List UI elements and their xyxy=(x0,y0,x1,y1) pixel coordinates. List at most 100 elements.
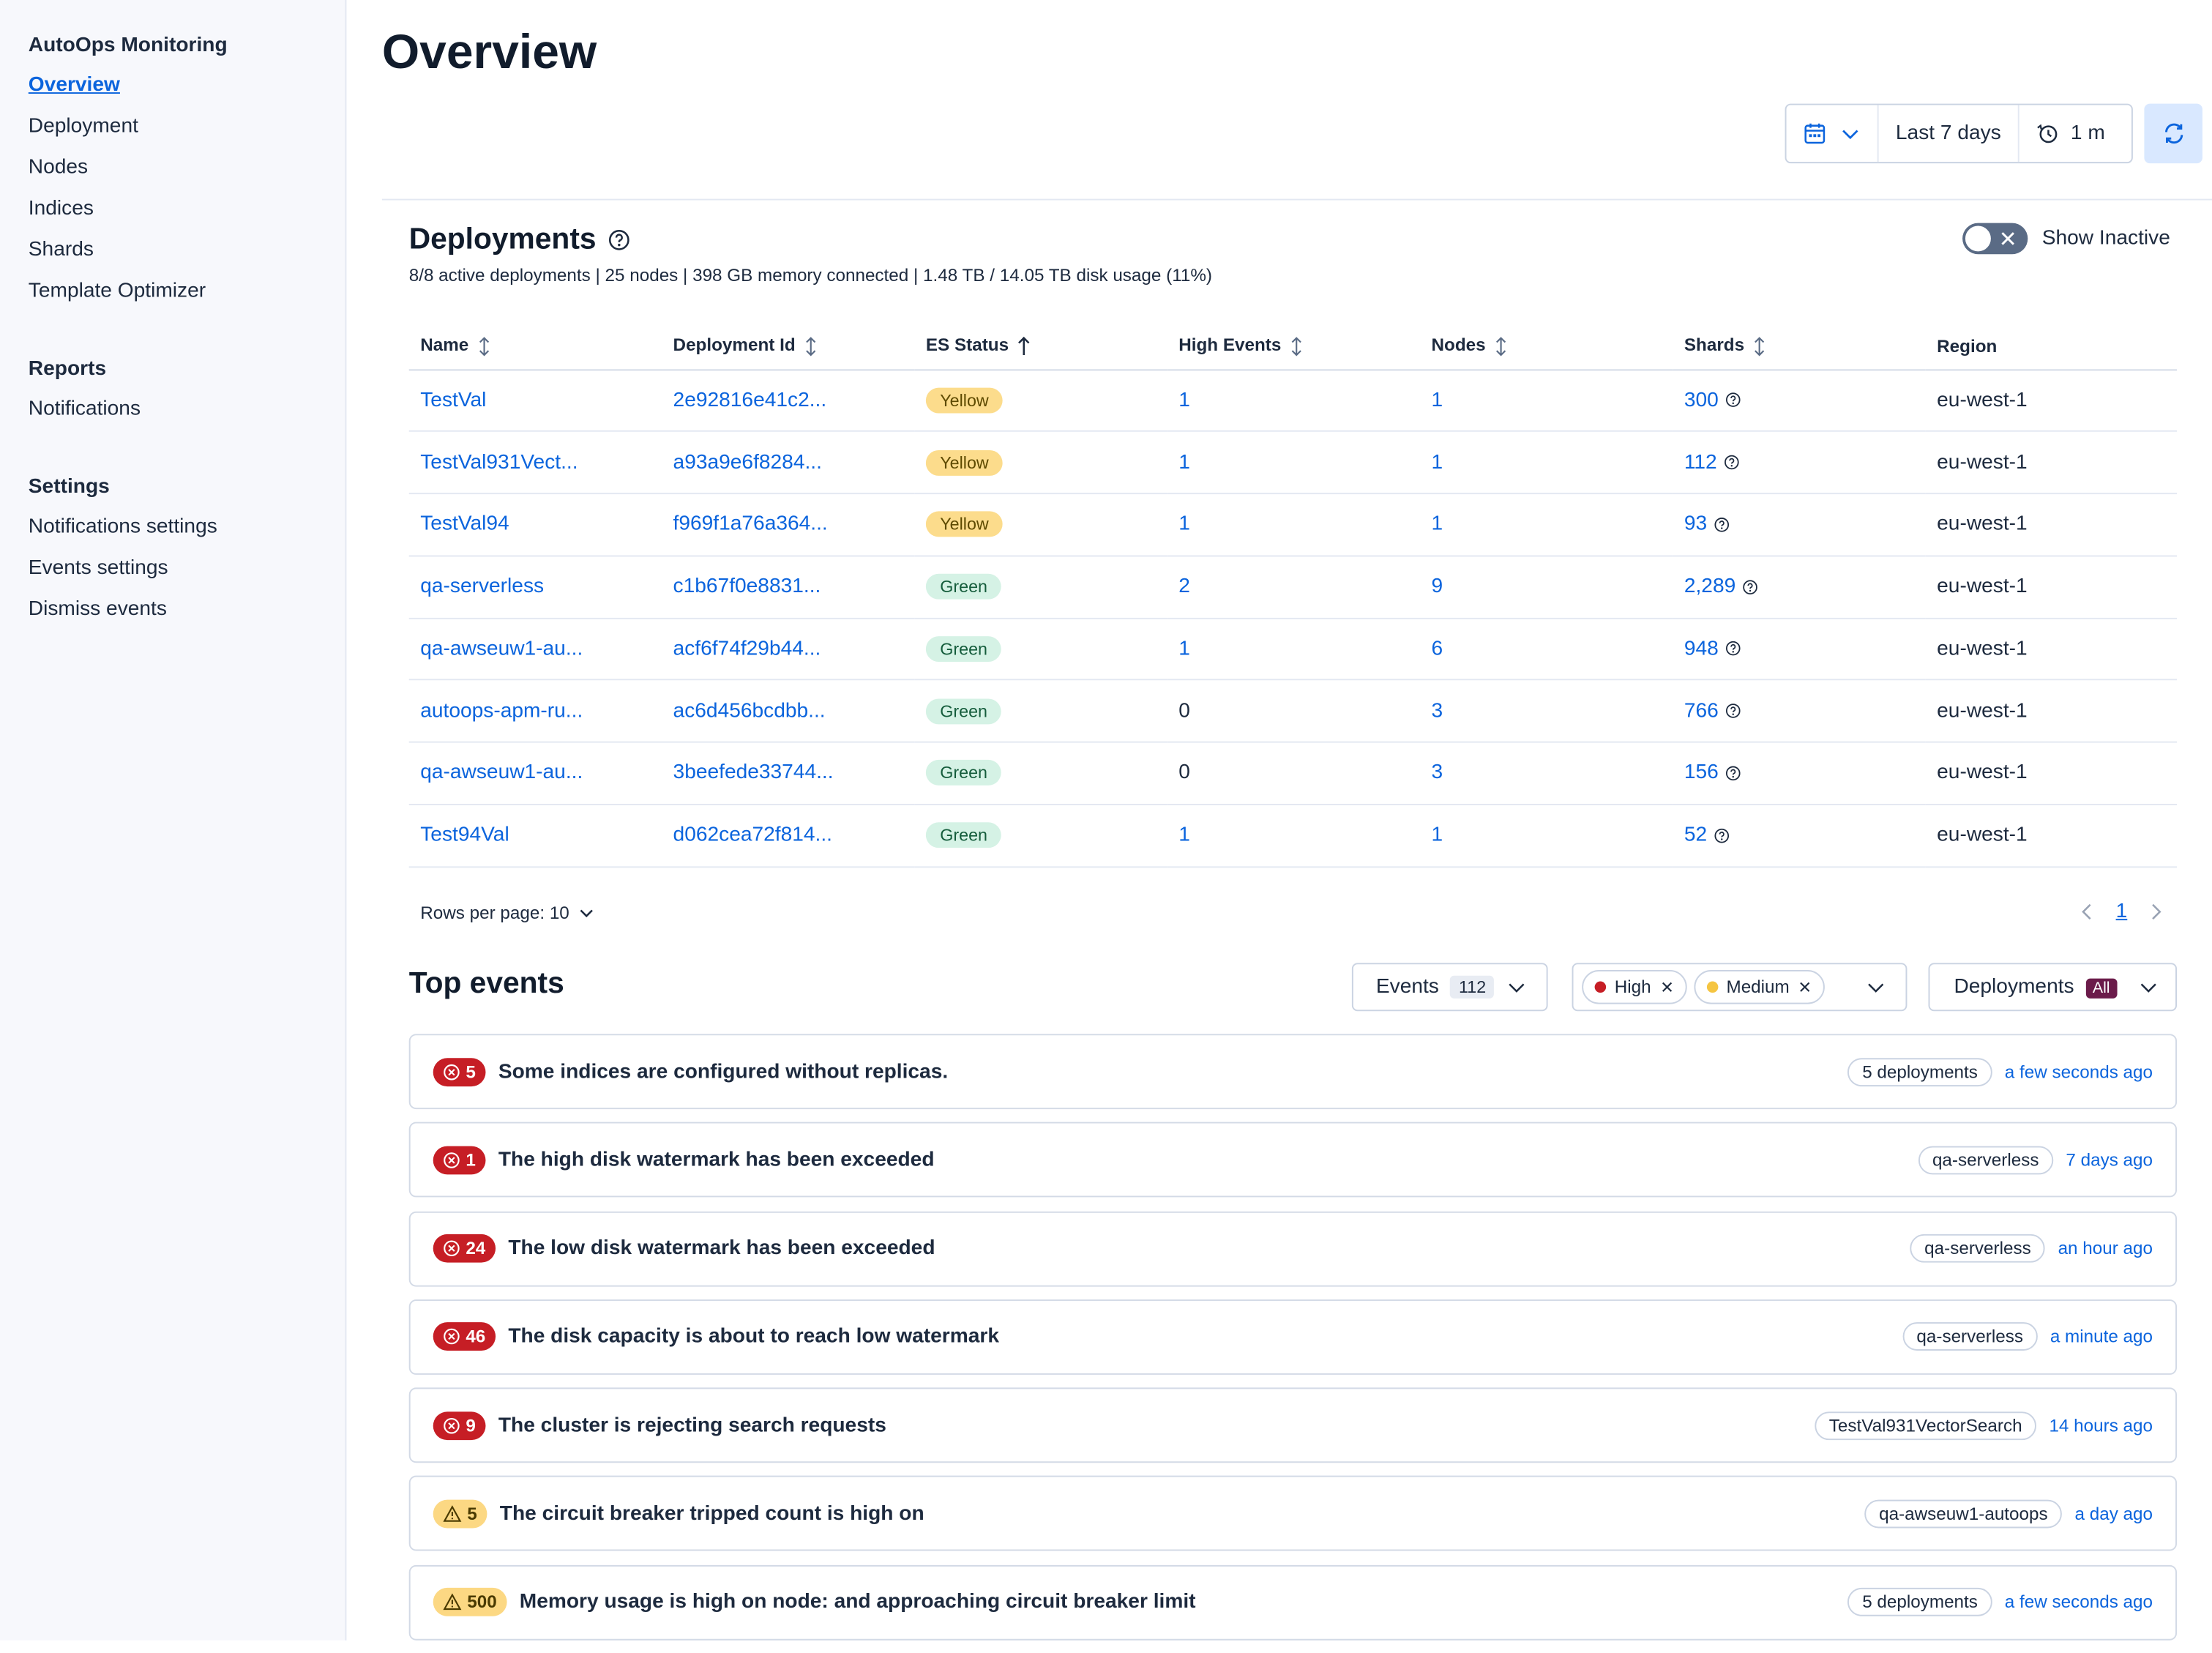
event-row[interactable]: 9 The cluster is rejecting search request… xyxy=(408,1387,2178,1463)
close-icon[interactable] xyxy=(1798,980,1812,994)
events-filter-button[interactable]: Events 112 xyxy=(1351,963,1548,1012)
deployment-name-link[interactable]: Test94Val xyxy=(420,824,509,847)
chevron-left-icon[interactable] xyxy=(2079,902,2096,922)
column-header-deployment-id[interactable]: Deployment Id xyxy=(662,324,915,370)
event-time-link[interactable]: an hour ago xyxy=(2058,1238,2153,1259)
deployment-name-link[interactable]: TestVal931Vect... xyxy=(420,451,578,474)
event-deployment-badge: qa-awseuw1-autoops xyxy=(1864,1499,2063,1529)
shards-count[interactable]: 948 xyxy=(1684,637,1719,660)
deployment-name-link[interactable]: qa-serverless xyxy=(420,575,545,598)
sidebar-item-notifications[interactable]: Notifications xyxy=(28,398,141,421)
help-icon[interactable] xyxy=(1725,641,1741,657)
close-icon[interactable] xyxy=(1659,980,1673,994)
event-row[interactable]: 5 Some indices are configured without rep… xyxy=(408,1034,2178,1110)
event-time-link[interactable]: 14 hours ago xyxy=(2049,1415,2153,1436)
high-events-count[interactable]: 1 xyxy=(1178,824,1190,847)
shards-count[interactable]: 766 xyxy=(1684,699,1719,723)
high-events-count[interactable]: 1 xyxy=(1178,451,1190,474)
high-events-count[interactable]: 1 xyxy=(1178,513,1190,537)
high-events-count[interactable]: 1 xyxy=(1178,389,1190,412)
event-row[interactable]: 24 The low disk watermark has been exceed… xyxy=(408,1211,2178,1286)
shards-cell: 948 xyxy=(1684,638,1741,660)
events-count-badge: 112 xyxy=(1450,975,1495,999)
deployment-name-link[interactable]: qa-awseuw1-au... xyxy=(420,637,583,660)
nodes-count[interactable]: 6 xyxy=(1431,637,1443,660)
nodes-count[interactable]: 3 xyxy=(1431,699,1443,723)
event-row[interactable]: 1 The high disk watermark has been exceed… xyxy=(408,1122,2178,1198)
refresh-button[interactable] xyxy=(2144,103,2202,164)
deployment-id-link[interactable]: 3beefede33744... xyxy=(673,761,834,785)
event-time-link[interactable]: a day ago xyxy=(2074,1504,2153,1524)
sidebar-item-template-optimizer[interactable]: Template Optimizer xyxy=(28,280,206,303)
shards-count[interactable]: 52 xyxy=(1684,824,1708,847)
auto-refresh-button[interactable]: 1 m xyxy=(2019,105,2122,163)
deployment-id-link[interactable]: c1b67f0e8831... xyxy=(673,575,821,598)
deployment-name-link[interactable]: TestVal94 xyxy=(420,513,509,537)
chevron-down-icon[interactable] xyxy=(1866,977,1886,997)
deployment-id-link[interactable]: 2e92816e41c2... xyxy=(673,389,827,412)
sidebar-item-events-settings[interactable]: Events settings xyxy=(28,556,168,580)
deployment-id-link[interactable]: d062cea72f814... xyxy=(673,824,832,847)
deployments-filter-button[interactable]: Deployments All xyxy=(1928,963,2178,1012)
help-icon[interactable] xyxy=(1714,827,1730,843)
shards-count[interactable]: 93 xyxy=(1684,513,1708,537)
deployment-name-link[interactable]: autoops-apm-ru... xyxy=(420,699,583,723)
deployment-id-link[interactable]: acf6f74f29b44... xyxy=(673,637,821,660)
high-events-count[interactable]: 2 xyxy=(1178,575,1190,598)
high-events-count[interactable]: 1 xyxy=(1178,637,1190,660)
show-inactive-switch[interactable] xyxy=(1962,223,2028,255)
date-quick-menu-button[interactable] xyxy=(1787,105,1879,163)
sidebar-item-dismiss-events[interactable]: Dismiss events xyxy=(28,597,167,621)
shards-count[interactable]: 112 xyxy=(1684,451,1717,474)
column-header-nodes[interactable]: Nodes xyxy=(1420,324,1673,370)
deployment-id-link[interactable]: f969f1a76a364... xyxy=(673,513,828,537)
nodes-count[interactable]: 1 xyxy=(1431,389,1443,412)
sidebar-item-deployment[interactable]: Deployment xyxy=(28,115,138,138)
help-icon[interactable] xyxy=(1725,392,1741,408)
nodes-count[interactable]: 1 xyxy=(1431,513,1443,537)
shards-count[interactable]: 300 xyxy=(1684,389,1719,412)
shards-count[interactable]: 156 xyxy=(1684,761,1719,785)
event-row[interactable]: 5 The circuit breaker tripped count is hi… xyxy=(408,1476,2178,1552)
sort-icon xyxy=(806,337,816,357)
event-time-link[interactable]: a minute ago xyxy=(2050,1326,2153,1347)
shards-count[interactable]: 2,289 xyxy=(1684,575,1736,598)
sidebar-item-nodes[interactable]: Nodes xyxy=(28,156,89,179)
help-icon[interactable] xyxy=(1725,765,1741,780)
deployment-name-link[interactable]: TestVal xyxy=(420,389,487,412)
column-header-shards[interactable]: Shards xyxy=(1673,324,1926,370)
event-time-link[interactable]: a few seconds ago xyxy=(2004,1592,2153,1613)
sidebar-item-notifications-settings[interactable]: Notifications settings xyxy=(28,515,217,539)
event-row[interactable]: 46 The disk capacity is about to reach lo… xyxy=(408,1299,2178,1375)
sidebar-item-overview[interactable]: Overview xyxy=(28,73,120,97)
event-time-link[interactable]: 7 days ago xyxy=(2066,1150,2153,1171)
event-row[interactable]: 500 Memory usage is high on node: and app… xyxy=(408,1564,2178,1641)
severity-chip-high[interactable]: High xyxy=(1582,970,1687,1004)
column-header-es-status[interactable]: ES Status xyxy=(914,324,1167,370)
nodes-count[interactable]: 1 xyxy=(1431,451,1443,474)
sidebar-item-indices[interactable]: Indices xyxy=(28,197,94,220)
rows-per-page-button[interactable]: Rows per page: 10 xyxy=(420,903,594,923)
sidebar-item-shards[interactable]: Shards xyxy=(28,238,94,261)
event-time-link[interactable]: a few seconds ago xyxy=(2004,1061,2153,1082)
deployment-name-link[interactable]: qa-awseuw1-au... xyxy=(420,761,583,785)
deployment-id-link[interactable]: ac6d456bcdbb... xyxy=(673,699,826,723)
reports-title: Reports xyxy=(28,357,107,381)
nodes-count[interactable]: 3 xyxy=(1431,761,1443,785)
event-title: Some indices are configured without repl… xyxy=(498,1060,949,1083)
page-number-button[interactable]: 1 xyxy=(2115,900,2128,923)
help-icon[interactable] xyxy=(1724,455,1739,470)
column-header-name[interactable]: Name xyxy=(408,324,662,370)
help-icon[interactable] xyxy=(1725,704,1741,719)
help-icon[interactable] xyxy=(608,228,630,251)
help-icon[interactable] xyxy=(1714,517,1730,532)
help-icon[interactable] xyxy=(1743,579,1758,594)
nodes-count[interactable]: 9 xyxy=(1431,575,1443,598)
severity-chip-medium[interactable]: Medium xyxy=(1693,970,1826,1004)
deployment-id-link[interactable]: a93a9e6f8284... xyxy=(673,451,822,474)
column-header-high-events[interactable]: High Events xyxy=(1167,324,1420,370)
nodes-count[interactable]: 1 xyxy=(1431,824,1443,847)
chevron-right-icon[interactable] xyxy=(2147,902,2164,922)
time-range-button[interactable]: Last 7 days xyxy=(1879,105,2020,163)
severity-filter[interactable]: High Medium xyxy=(1572,963,1908,1012)
